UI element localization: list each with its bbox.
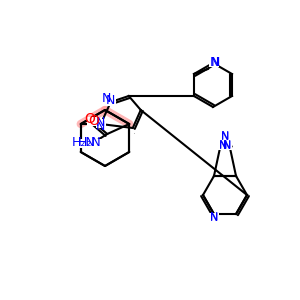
FancyBboxPatch shape (209, 213, 219, 222)
Text: N: N (219, 141, 227, 151)
Text: N: N (219, 140, 227, 150)
Text: C: C (134, 133, 135, 134)
Text: H₂N: H₂N (77, 136, 101, 149)
FancyBboxPatch shape (218, 141, 228, 150)
FancyBboxPatch shape (77, 139, 105, 148)
FancyBboxPatch shape (87, 117, 99, 126)
Text: O: O (84, 112, 95, 126)
Text: N: N (210, 213, 218, 223)
FancyBboxPatch shape (222, 141, 232, 150)
Text: N: N (223, 140, 231, 150)
FancyBboxPatch shape (106, 97, 116, 106)
Text: O: O (88, 114, 99, 128)
Text: N: N (221, 131, 229, 141)
FancyBboxPatch shape (209, 58, 219, 67)
Text: N: N (96, 119, 105, 133)
FancyBboxPatch shape (220, 132, 230, 141)
Text: N: N (102, 92, 111, 106)
Text: N: N (223, 141, 231, 151)
Text: N: N (210, 56, 220, 70)
Text: H₂N: H₂N (71, 136, 95, 149)
Text: N: N (209, 56, 219, 68)
Text: N: N (210, 212, 218, 222)
Text: N: N (96, 116, 105, 130)
Text: N: N (221, 132, 229, 142)
FancyBboxPatch shape (96, 119, 106, 128)
Text: N: N (106, 94, 116, 107)
